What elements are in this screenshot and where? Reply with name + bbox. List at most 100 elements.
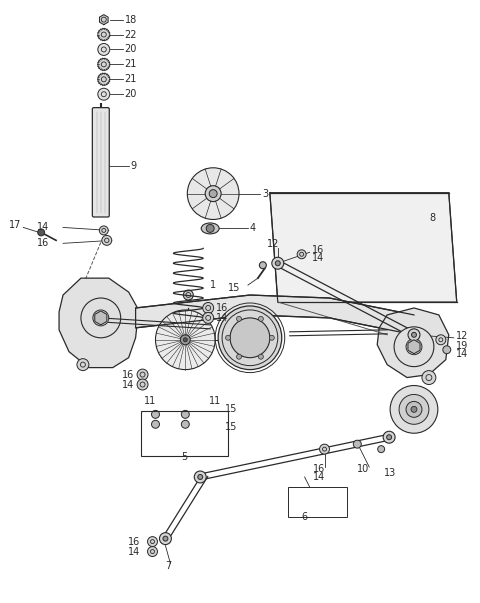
- Circle shape: [81, 298, 120, 338]
- Circle shape: [320, 444, 329, 454]
- Text: 15: 15: [225, 405, 238, 414]
- Circle shape: [180, 335, 190, 345]
- Circle shape: [406, 339, 422, 355]
- Circle shape: [102, 235, 112, 245]
- Circle shape: [159, 532, 171, 545]
- Text: 19: 19: [456, 341, 468, 351]
- Text: 17: 17: [9, 221, 22, 230]
- Circle shape: [198, 475, 203, 479]
- Circle shape: [276, 260, 280, 266]
- Circle shape: [137, 369, 148, 380]
- Circle shape: [203, 303, 214, 314]
- Circle shape: [387, 435, 392, 440]
- Polygon shape: [59, 278, 139, 368]
- Text: 15: 15: [228, 283, 240, 293]
- Text: 14: 14: [313, 472, 325, 482]
- Circle shape: [436, 335, 446, 345]
- Polygon shape: [377, 308, 449, 377]
- Text: 12: 12: [456, 331, 468, 341]
- Text: 3: 3: [262, 189, 268, 198]
- Text: 14: 14: [216, 313, 228, 323]
- Text: 2: 2: [230, 335, 236, 345]
- Polygon shape: [99, 14, 108, 25]
- Text: 11: 11: [209, 396, 221, 406]
- Circle shape: [203, 312, 214, 323]
- Text: 18: 18: [125, 14, 137, 25]
- Circle shape: [408, 329, 420, 341]
- Circle shape: [147, 537, 157, 546]
- Circle shape: [258, 317, 264, 321]
- Circle shape: [181, 420, 189, 428]
- Circle shape: [194, 471, 206, 483]
- Circle shape: [272, 257, 284, 269]
- Circle shape: [98, 58, 110, 71]
- Text: 15: 15: [225, 422, 238, 432]
- Circle shape: [406, 402, 422, 417]
- Circle shape: [137, 379, 148, 390]
- Circle shape: [147, 546, 157, 557]
- Text: 21: 21: [125, 74, 137, 84]
- Circle shape: [187, 168, 239, 219]
- Text: 16: 16: [216, 303, 228, 313]
- Text: 16: 16: [128, 537, 141, 546]
- Text: 11: 11: [144, 396, 156, 406]
- Polygon shape: [408, 339, 420, 354]
- Polygon shape: [136, 295, 414, 335]
- Circle shape: [205, 186, 221, 201]
- Circle shape: [98, 28, 110, 40]
- Circle shape: [390, 385, 438, 433]
- Text: 4: 4: [250, 224, 256, 233]
- Circle shape: [156, 310, 215, 370]
- Circle shape: [399, 394, 429, 425]
- Text: 22: 22: [125, 30, 137, 40]
- Circle shape: [206, 224, 214, 232]
- Circle shape: [237, 354, 241, 359]
- Text: 14: 14: [122, 379, 134, 390]
- Text: 7: 7: [165, 561, 171, 572]
- Text: 16: 16: [122, 370, 134, 379]
- Circle shape: [98, 88, 110, 100]
- Text: 16: 16: [37, 238, 49, 248]
- Circle shape: [181, 411, 189, 418]
- Ellipse shape: [201, 223, 219, 234]
- Text: 20: 20: [125, 45, 137, 54]
- Circle shape: [259, 262, 266, 269]
- Text: 20: 20: [125, 89, 137, 99]
- Circle shape: [98, 43, 110, 55]
- Text: 5: 5: [181, 452, 188, 462]
- Circle shape: [422, 371, 436, 385]
- Text: 9: 9: [131, 161, 137, 171]
- Text: 13: 13: [384, 468, 396, 478]
- Circle shape: [183, 338, 187, 342]
- Circle shape: [237, 317, 241, 321]
- Circle shape: [152, 420, 159, 428]
- Circle shape: [152, 411, 159, 418]
- Circle shape: [77, 359, 89, 371]
- Text: 6: 6: [301, 512, 308, 522]
- Circle shape: [226, 335, 230, 340]
- Circle shape: [37, 229, 45, 236]
- Text: 1: 1: [210, 280, 216, 290]
- Circle shape: [443, 346, 451, 354]
- Text: 16: 16: [313, 464, 325, 474]
- Text: 14: 14: [456, 349, 468, 359]
- Text: 14: 14: [37, 223, 49, 232]
- Circle shape: [297, 250, 306, 259]
- Polygon shape: [270, 192, 457, 302]
- Circle shape: [230, 318, 270, 358]
- Circle shape: [93, 310, 109, 326]
- Circle shape: [353, 440, 361, 448]
- Circle shape: [378, 446, 384, 453]
- Text: 14: 14: [312, 253, 324, 264]
- Circle shape: [98, 74, 110, 85]
- Circle shape: [218, 306, 282, 370]
- FancyBboxPatch shape: [92, 107, 109, 217]
- Circle shape: [383, 431, 395, 443]
- Polygon shape: [95, 311, 107, 325]
- Circle shape: [411, 406, 417, 412]
- Circle shape: [269, 335, 274, 340]
- Text: 10: 10: [357, 464, 370, 474]
- Circle shape: [411, 332, 417, 337]
- Text: 8: 8: [429, 213, 435, 224]
- Circle shape: [183, 290, 193, 300]
